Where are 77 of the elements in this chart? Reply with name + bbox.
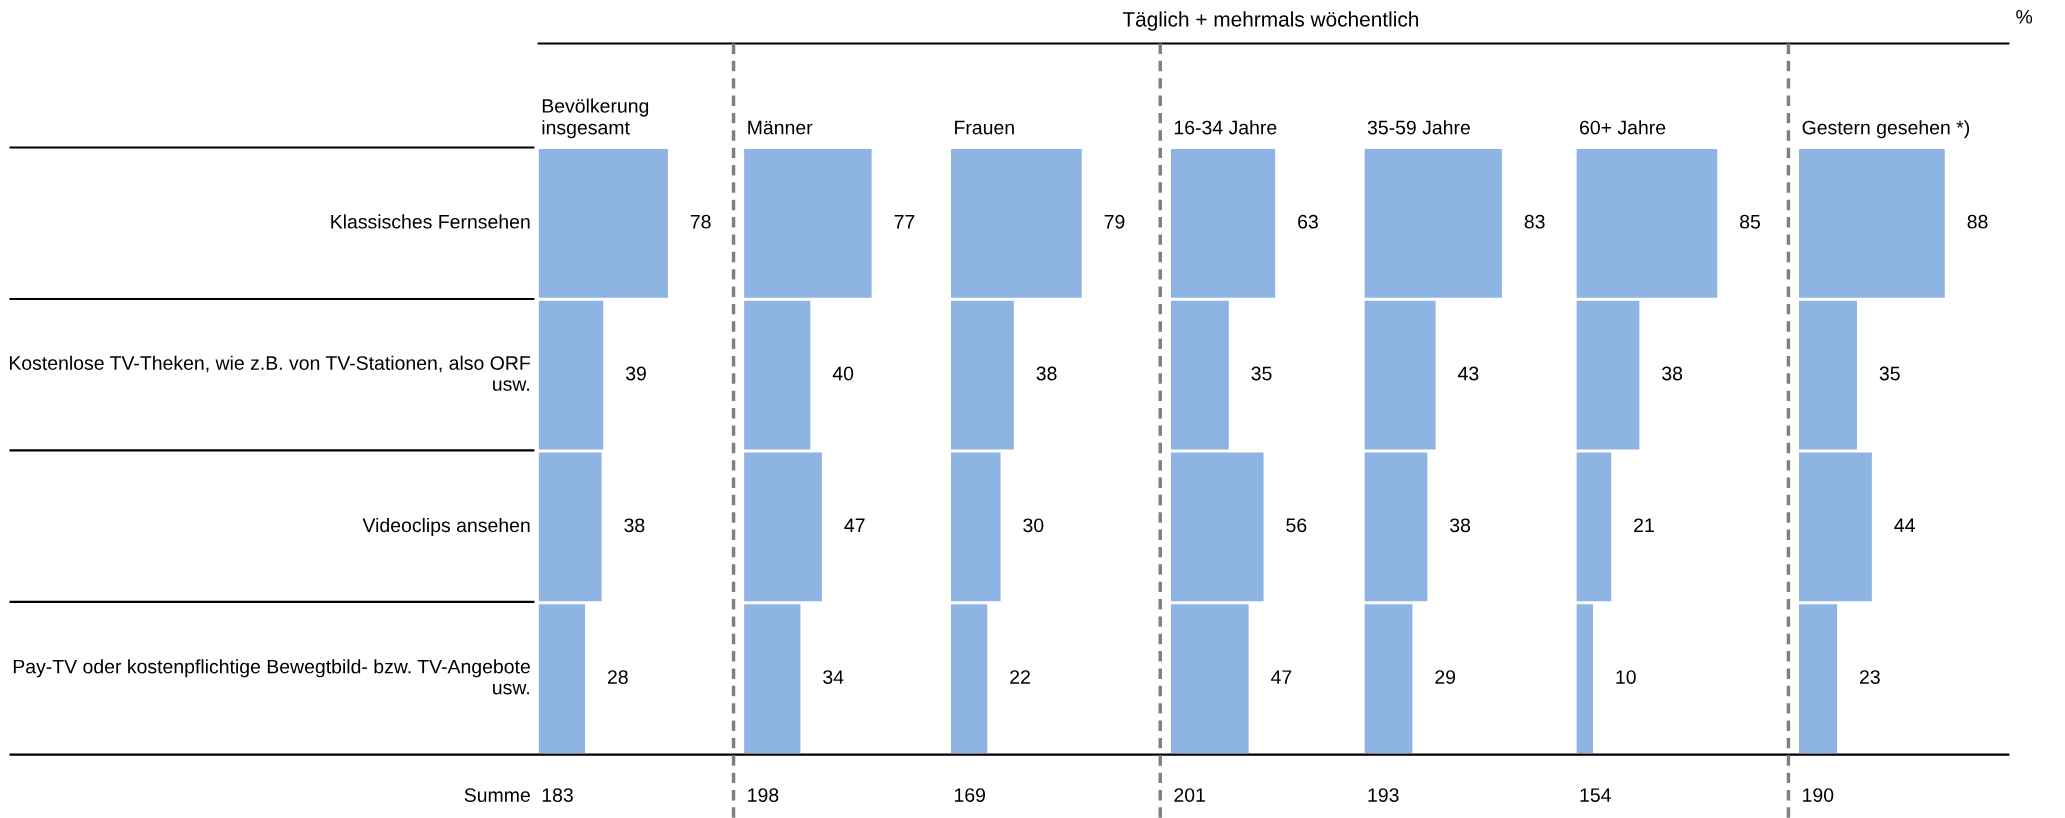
data-label: 47: [844, 518, 865, 532]
bar: [1364, 604, 1413, 754]
data-label: 85: [1740, 214, 1760, 229]
data-label: 77: [894, 215, 915, 229]
text: 183: [542, 788, 573, 802]
bar: [538, 149, 668, 298]
bar: [1170, 149, 1276, 298]
data-label: 43: [1458, 366, 1479, 381]
bar: [1798, 149, 1945, 298]
data-label: 44: [1894, 518, 1915, 532]
bar: [744, 452, 822, 602]
bar: [1170, 452, 1264, 602]
chart-title: Gestern gesehen *): [1802, 120, 1970, 139]
text: 154: [1580, 788, 1611, 802]
data-label: 21: [1634, 518, 1654, 532]
text: 193: [1368, 788, 1399, 802]
bar: [1170, 300, 1229, 450]
data-label: 63: [1298, 214, 1318, 229]
data-label: 38: [1662, 366, 1683, 381]
bar: [538, 300, 604, 450]
data-label: 38: [624, 518, 645, 533]
bar: [1798, 300, 1857, 450]
y-tick-label: Videoclips ansehen: [362, 517, 530, 537]
text: %: [2016, 9, 2033, 24]
data-label: 56: [1286, 518, 1307, 533]
bar: [950, 452, 1001, 602]
data-label: 23: [1860, 670, 1880, 684]
chart-title: Bevölkerung insgesamt: [542, 98, 649, 139]
y-tick-label: Kostenlose TV-Theken, wie z.B. von TV-Stationen, also ORF usw.: [9, 355, 530, 391]
data-label: 38: [1036, 366, 1057, 381]
chart-title: 60+ Jahre: [1580, 120, 1666, 135]
data-label: 47: [1271, 670, 1292, 684]
y-tick-label: Klassisches Fernsehen: [331, 214, 530, 229]
data-label: 30: [1023, 518, 1044, 533]
data-label: 38: [1450, 518, 1471, 533]
bar: [1364, 149, 1502, 298]
data-label: 88: [1967, 214, 1988, 229]
chart-title: Männer: [748, 120, 813, 135]
data-label: 39: [625, 366, 646, 381]
text: Täglich + mehrmals wöchentlich: [1122, 11, 1419, 31]
data-label: 34: [823, 670, 844, 684]
chart-title: 35-59 Jahre: [1367, 120, 1470, 135]
bar: [1364, 452, 1428, 602]
data-label: 29: [1435, 670, 1456, 684]
chart-title: Frauen: [955, 120, 1014, 135]
bar: [1576, 452, 1612, 602]
bar: [1576, 300, 1640, 450]
bar: [744, 604, 801, 754]
data-label: 35: [1251, 366, 1272, 381]
bar: [950, 604, 988, 754]
data-label: 28: [607, 670, 628, 684]
bar: [950, 300, 1014, 450]
bar: [1170, 604, 1249, 754]
bar: [744, 149, 872, 298]
bar: [950, 149, 1082, 298]
text: Summe: [464, 788, 530, 802]
data-label: 79: [1104, 214, 1125, 229]
bar: [744, 300, 811, 450]
bar: [1576, 604, 1593, 754]
bar: [1576, 149, 1718, 298]
data-label: 22: [1010, 670, 1030, 684]
data-label: 10: [1616, 670, 1636, 684]
text: 201: [1174, 788, 1205, 802]
chart-title: 16-34 Jahre: [1174, 120, 1277, 135]
bar: [538, 604, 586, 754]
bar: [1798, 604, 1838, 754]
text: 190: [1803, 788, 1834, 802]
bar: [1798, 452, 1872, 602]
bar: [1364, 300, 1436, 450]
data-label: 40: [832, 366, 854, 381]
text: 169: [954, 788, 985, 802]
data-label: 78: [690, 214, 711, 229]
data-label: 83: [1524, 214, 1545, 229]
data-label: 35: [1879, 366, 1900, 381]
bar: [538, 452, 602, 602]
text: 198: [748, 788, 779, 802]
y-tick-label: Pay-TV oder kostenpflichtige Bewegtbild- bzw. TV-Angebote usw.: [13, 659, 530, 695]
